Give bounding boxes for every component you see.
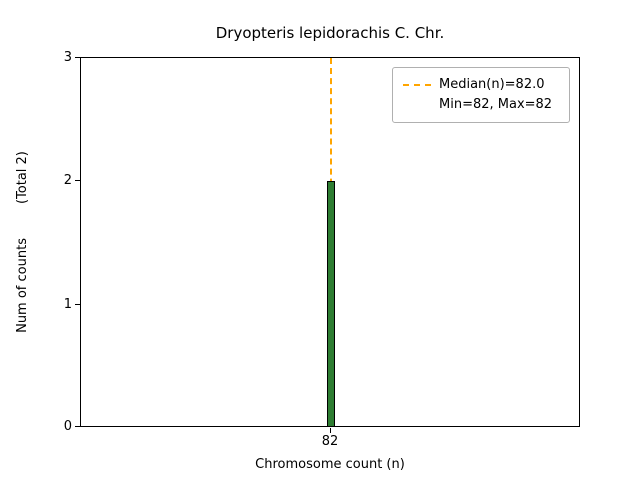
x-axis-label: Chromosome count (n) [255, 457, 405, 472]
legend-minmax-label: Min=82, Max=82 [439, 97, 553, 112]
legend-row-minmax: Min=82, Max=82 [403, 95, 559, 115]
x-tick-label-82: 82 [321, 434, 339, 449]
y-tick-label-1: 1 [63, 297, 72, 312]
histogram-bar-82 [327, 181, 335, 427]
y-tick-mark [75, 304, 80, 305]
y-tick-label-3: 3 [63, 50, 72, 65]
y-tick-mark [75, 180, 80, 181]
y-tick-mark [75, 57, 80, 58]
y-axis-total-note: (Total 2) [14, 151, 30, 205]
median-line-sample-icon [403, 84, 431, 86]
chart-title: Dryopteris lepidorachis C. Chr. [215, 24, 445, 42]
y-axis-label: Num of counts (Total 2) [12, 57, 32, 427]
legend-median-label: Median(n)=82.0 [439, 77, 545, 92]
y-tick-mark [75, 426, 80, 427]
y-tick-label-0: 0 [63, 419, 72, 434]
legend-row-median: Median(n)=82.0 [403, 75, 559, 95]
x-tick-mark [330, 428, 331, 433]
plot-area: Median(n)=82.0 Min=82, Max=82 [80, 57, 580, 427]
y-axis-label-text: Num of counts [14, 238, 30, 333]
y-tick-label-2: 2 [63, 173, 72, 188]
legend: Median(n)=82.0 Min=82, Max=82 [392, 67, 570, 123]
